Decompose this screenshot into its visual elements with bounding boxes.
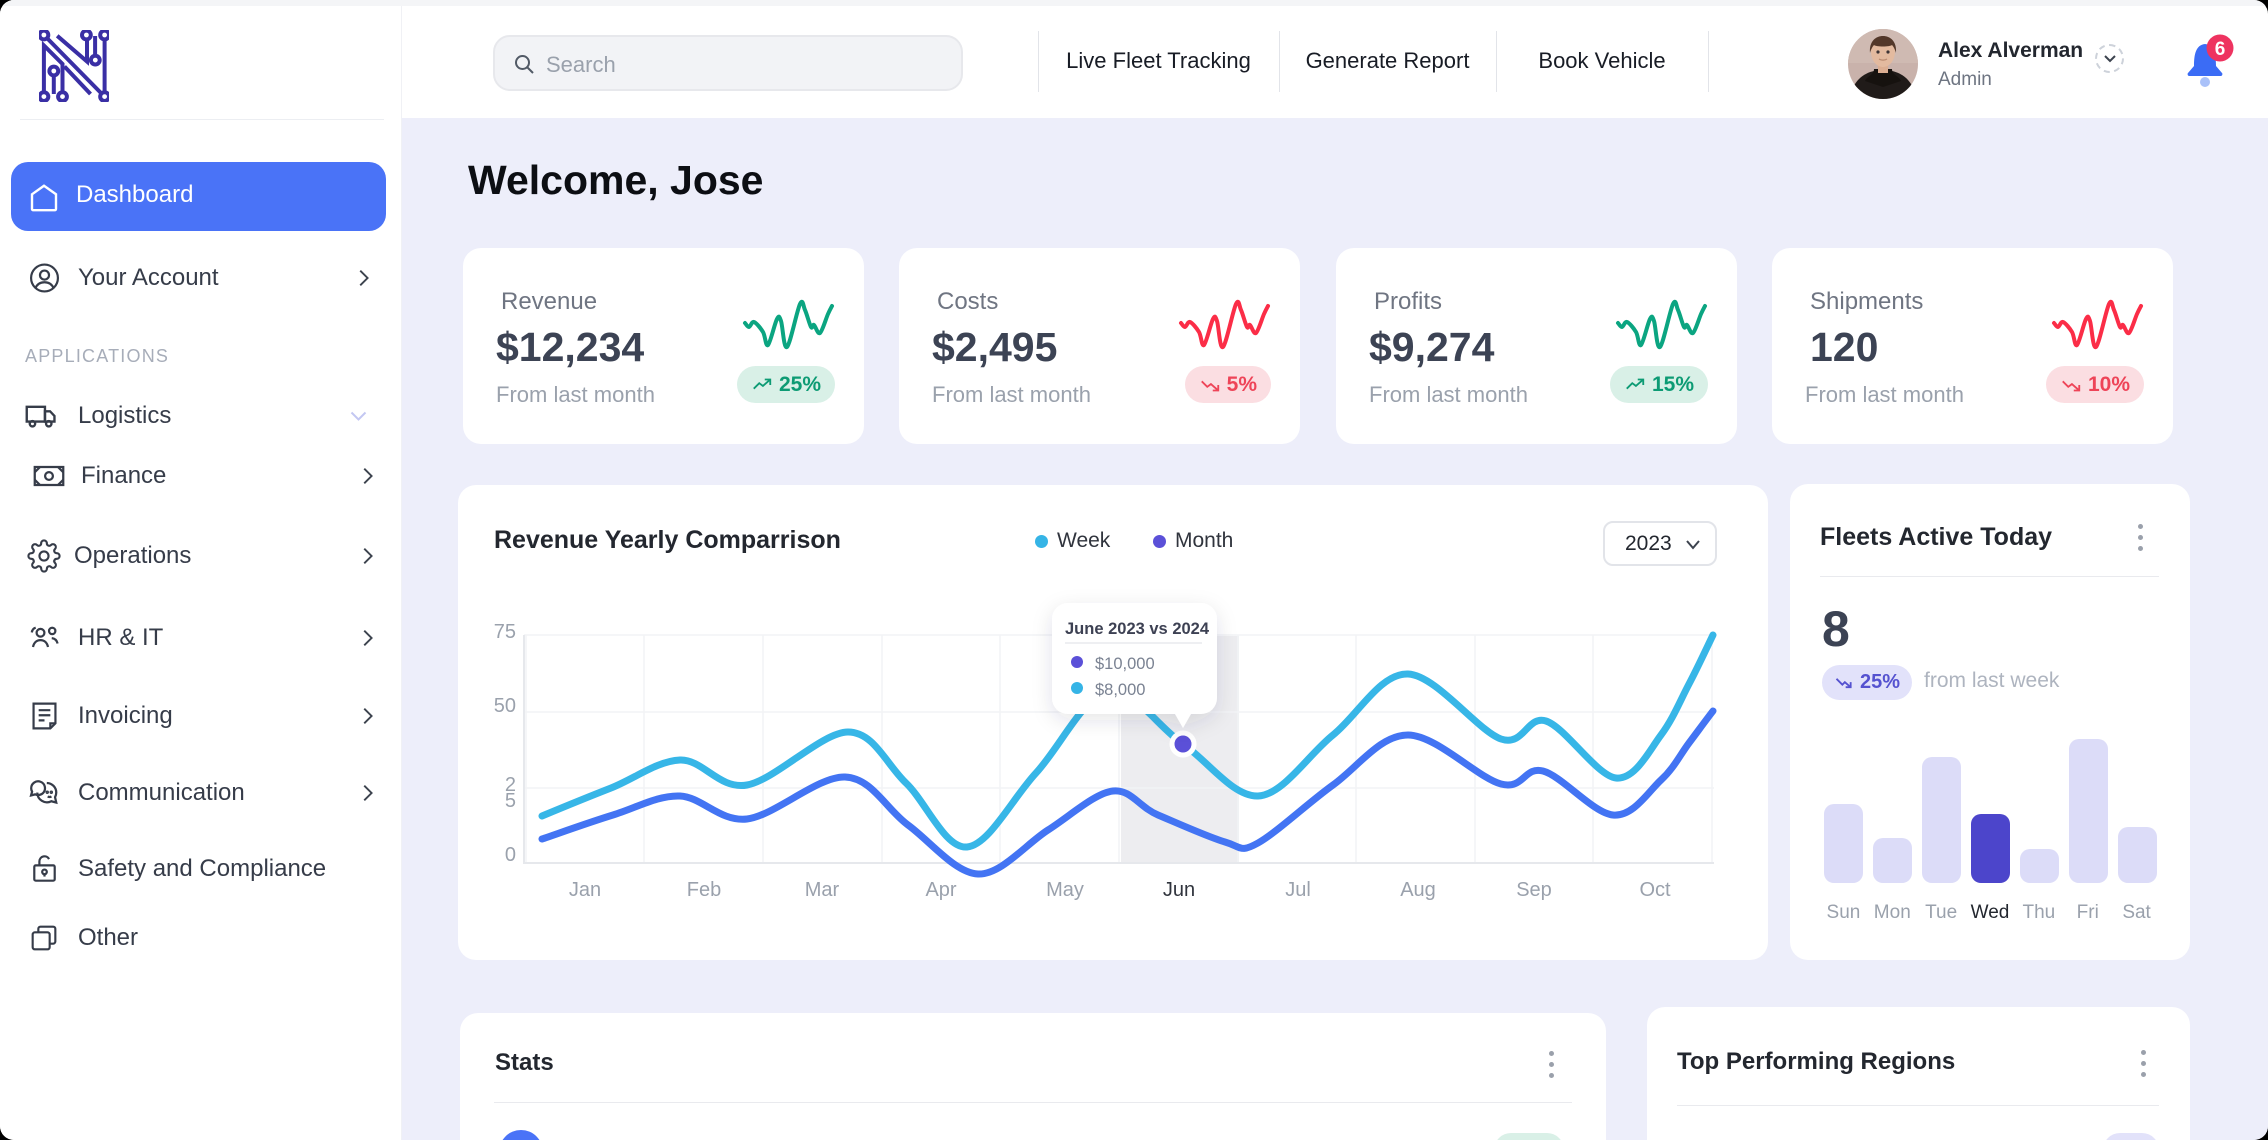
svg-text:Aug: Aug: [1400, 879, 1436, 901]
svg-text:50: 50: [494, 695, 516, 717]
svg-text:Oct: Oct: [1639, 879, 1671, 901]
svg-text:75: 75: [494, 621, 516, 643]
svg-text:June 2023 vs 2024: June 2023 vs 2024: [1065, 620, 1210, 638]
svg-text:0: 0: [505, 844, 516, 866]
svg-text:$8,000: $8,000: [1095, 681, 1145, 699]
svg-text:$10,000: $10,000: [1095, 655, 1155, 673]
svg-text:Apr: Apr: [925, 879, 956, 901]
svg-text:2: 2: [505, 774, 516, 796]
svg-text:Feb: Feb: [687, 879, 721, 901]
svg-text:Sep: Sep: [1516, 879, 1552, 901]
svg-text:May: May: [1046, 879, 1084, 901]
svg-text:5: 5: [505, 790, 516, 812]
svg-text:Jan: Jan: [569, 879, 601, 901]
svg-text:Jul: Jul: [1285, 879, 1311, 901]
svg-text:Jun: Jun: [1163, 879, 1195, 901]
svg-text:Mar: Mar: [805, 879, 840, 901]
svg-text:6: 6: [2215, 39, 2226, 60]
